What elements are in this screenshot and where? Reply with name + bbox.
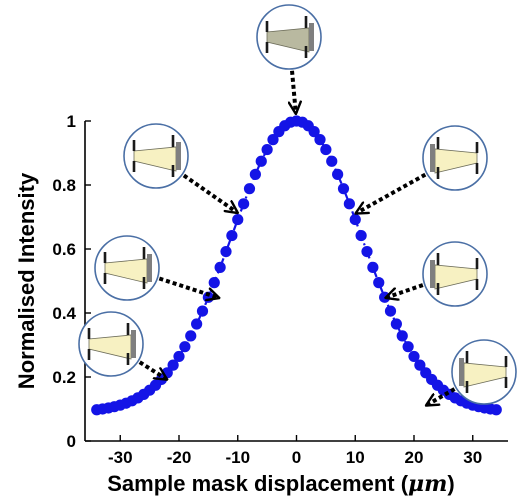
data-point [255,155,267,167]
annotation-arrow [182,173,237,212]
detector-plate [459,358,464,386]
top-beam-diagram [256,4,322,113]
x-tick-label: -30 [108,448,133,467]
data-point [396,330,408,342]
x-axis-label-unit: μm [408,471,447,497]
y-tick-label: 0.6 [52,240,76,259]
data-point [367,261,379,273]
beam-cone [266,27,310,53]
left-lower-beam-diagram [78,311,167,379]
detector-plate [131,330,136,358]
annotation-arrow [386,283,424,298]
y-axis-label: Normalised Intensity [14,172,39,389]
data-point [191,318,203,330]
data-point [402,341,414,353]
x-tick-label: 30 [463,448,482,467]
detector-plate [309,23,314,51]
beam-cone [434,264,478,290]
beam-cone [463,362,507,388]
data-point [267,134,279,146]
data-point [238,198,250,210]
data-point [343,198,355,210]
data-point [308,126,320,138]
x-axis-label-close: ) [447,471,454,496]
annotation-arrow [158,276,218,298]
x-tick-label: 0 [292,448,301,467]
data-point [337,183,350,195]
data-point [208,277,220,289]
x-tick-label: 10 [346,448,365,467]
beam-cone [434,148,478,174]
annotation-arrow [138,360,167,379]
annotation-arrow [292,70,296,113]
y-tick-label: 0.4 [52,304,76,323]
data-point [326,155,338,167]
data-point [361,245,373,258]
data-point [314,134,326,146]
data-point [261,143,273,156]
data-point [196,305,209,317]
data-point [249,168,261,180]
left-upper-beam-diagram [123,123,237,212]
beam-cone [88,334,132,360]
data-point [414,359,426,371]
y-tick-label: 0 [67,432,76,451]
beam-cone [133,146,177,172]
detector-plate [176,142,181,170]
beam-cone [104,258,148,284]
data-point [243,183,256,195]
y-tick-label: 0.2 [52,368,76,387]
data-point [349,213,361,226]
data-point [373,277,385,289]
data-point [408,350,420,363]
detector-plate [430,144,435,172]
x-tick-label: -20 [167,448,192,467]
data-point [167,359,179,371]
x-axis-label: Sample mask displacement (μm) [107,471,455,497]
data-point [220,245,232,258]
data-point [232,213,244,226]
x-axis-label-text: Sample mask displacement ( [107,471,408,496]
data-point [332,168,344,180]
data-point [390,318,402,330]
data-point [179,341,191,353]
annotation-group [78,4,517,407]
annotation-arrow [427,387,456,407]
x-tick-label: -10 [225,448,250,467]
left-middle-beam-diagram [94,235,218,300]
right-middle-beam-diagram [386,241,488,307]
annotation-arrow [356,172,427,215]
data-point [384,305,397,317]
axes-group: 0 0.2 0.4 0.6 0.8 1 -30 -20 -10 0 10 20 30 [52,112,508,467]
detector-plate [147,254,152,282]
right-upper-beam-diagram [356,125,488,215]
y-tick-label: 0.8 [52,176,76,195]
right-lower-beam-diagram [427,339,517,407]
data-point [173,350,185,363]
data-point [490,404,502,416]
x-tick-label: 20 [405,448,424,467]
y-tick-label: 1 [67,112,76,131]
detector-plate [430,260,435,288]
data-point [185,330,197,342]
data-point [355,229,367,242]
data-point [214,261,226,273]
data-point [226,229,238,242]
data-point [320,143,332,156]
